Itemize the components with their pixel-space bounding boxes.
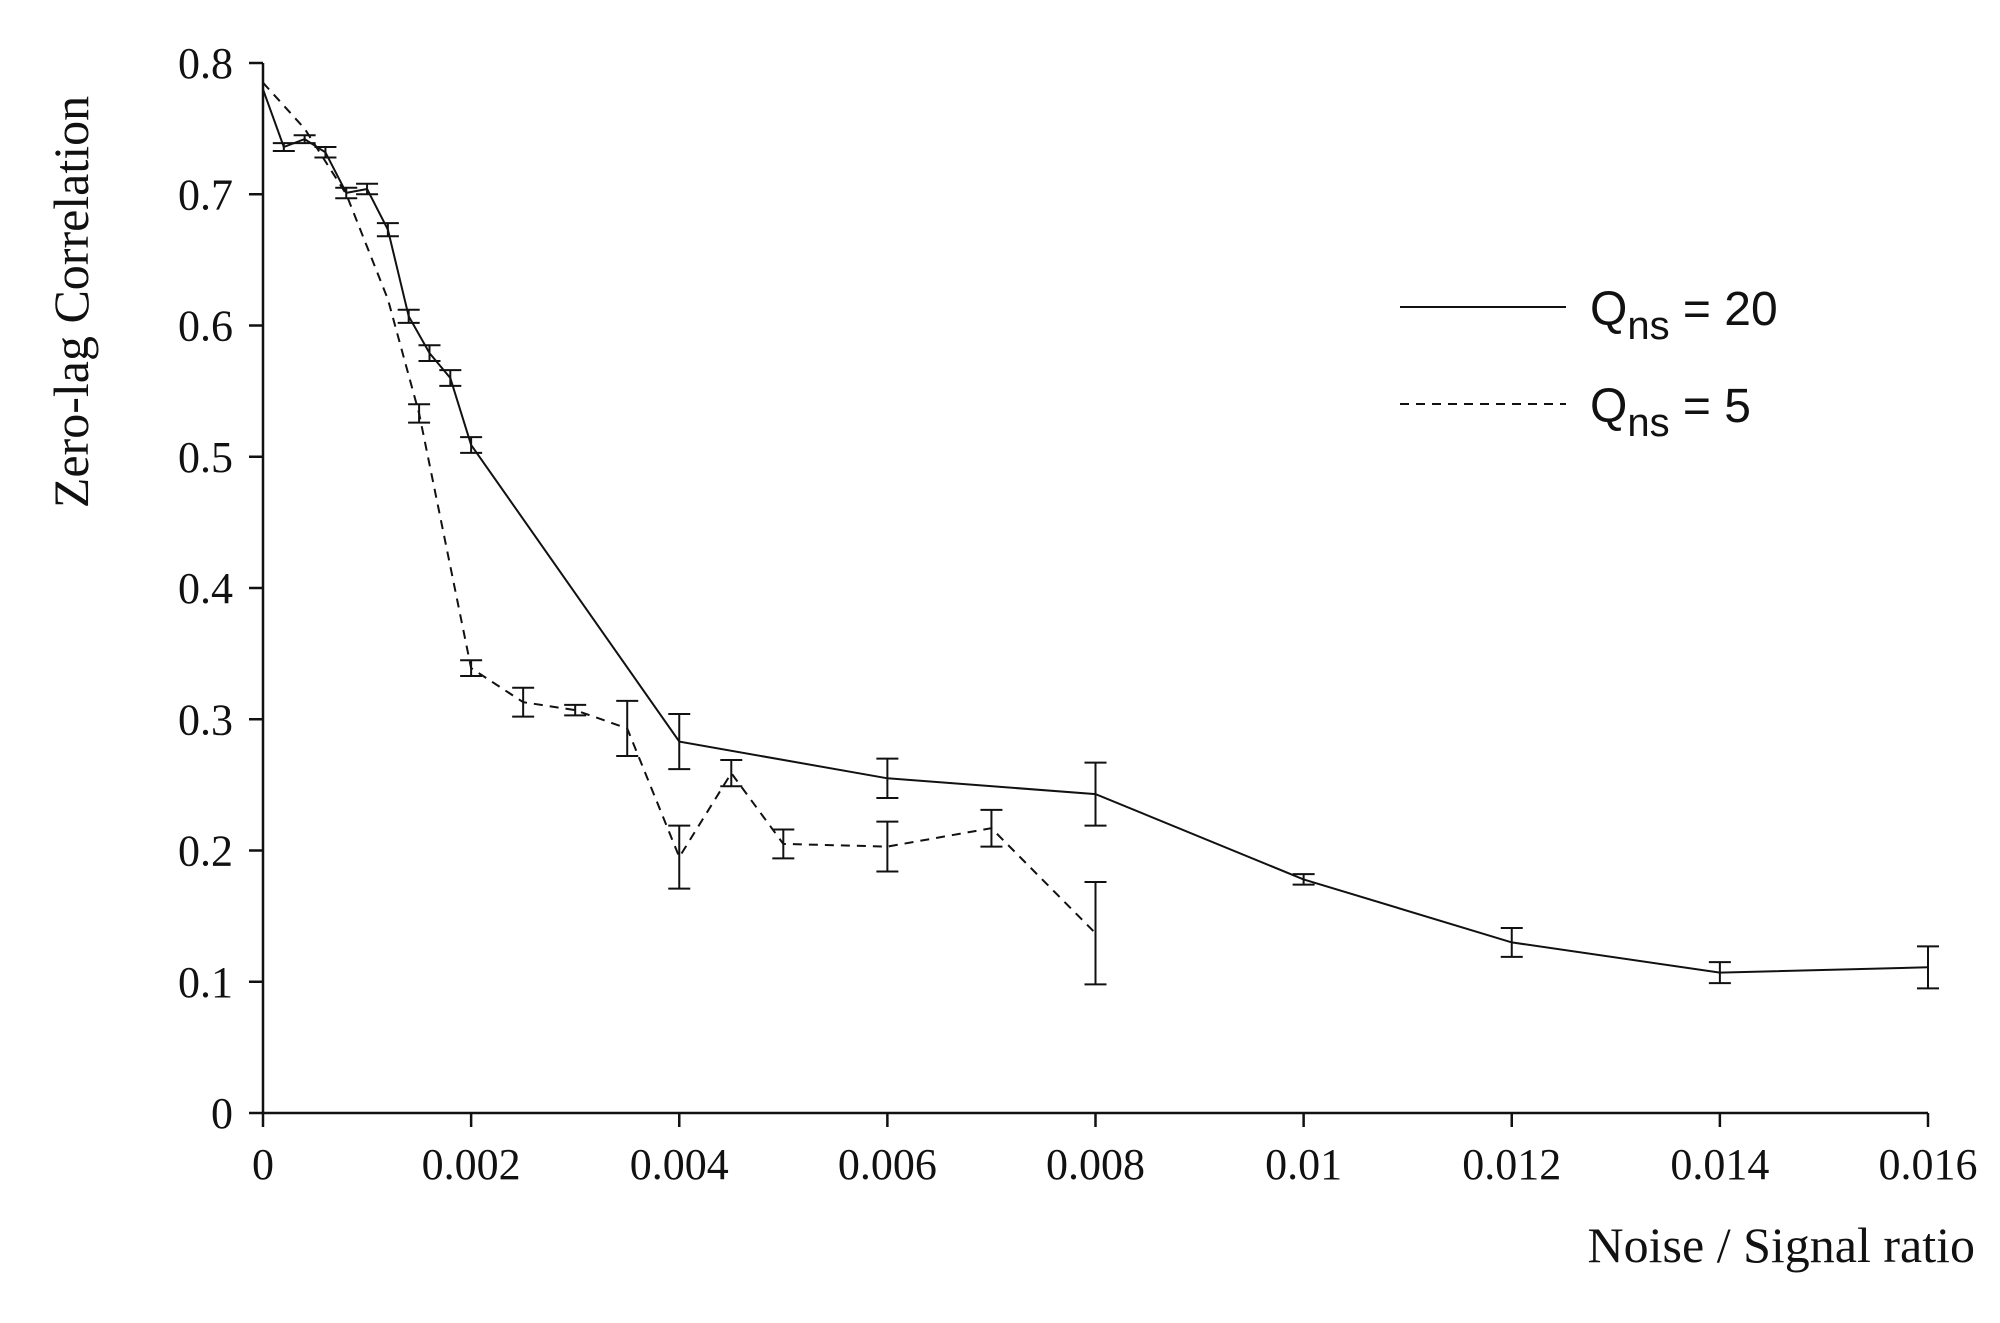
legend-label-qns-20: Qns = 20 (1590, 283, 1778, 348)
error-bar (356, 182, 379, 196)
y-tick-label: 0.1 (178, 958, 233, 1007)
y-axis-label: Zero-lag Correlation (43, 96, 99, 508)
x-axis-label: Noise / Signal ratio (1588, 1217, 1975, 1273)
error-bar (1917, 945, 1939, 990)
x-tick-label: 0.002 (422, 1140, 521, 1189)
legend-label-qns-5-sub: ns (1627, 401, 1669, 445)
y-tick-label: 0.4 (178, 564, 233, 613)
legend-label-qns-5-main: Q (1590, 380, 1627, 433)
y-tick-label: 0.8 (178, 39, 233, 88)
x-tick-label: 0.004 (630, 1140, 729, 1189)
y-tick-label: 0.6 (178, 302, 233, 351)
error-bar (512, 686, 535, 718)
legend: Qns = 20 Qns = 5 (1400, 283, 1778, 445)
error-bar (1084, 761, 1107, 827)
error-bar (397, 308, 420, 324)
error-bar (460, 436, 483, 454)
x-tick-label: 0 (252, 1140, 274, 1189)
x-tick-label: 0.016 (1879, 1140, 1978, 1189)
y-tick-label: 0 (211, 1089, 233, 1138)
error-bar (876, 820, 899, 873)
error-bar (418, 344, 441, 362)
error-bar (439, 369, 462, 387)
x-tick-label: 0.01 (1265, 1140, 1342, 1189)
error-bar (376, 222, 399, 238)
legend-label-qns-20-sub: ns (1627, 304, 1669, 348)
series-line-1 (262, 82, 1097, 934)
y-tick-label: 0.2 (178, 827, 233, 876)
error-bar (408, 403, 431, 424)
y-tick-label: 0.7 (178, 170, 233, 219)
error-bar (272, 142, 295, 152)
error-bar (1084, 881, 1107, 986)
x-tick-label: 0.008 (1046, 1140, 1145, 1189)
y-tick-label: 0.5 (178, 433, 233, 482)
x-tick-label: 0.012 (1462, 1140, 1561, 1189)
error-bar (876, 757, 899, 799)
error-bar (314, 146, 337, 159)
x-axis-ticks: 0 0.002 0.004 0.006 0.008 0.01 0.012 0.014 0.016 (252, 1113, 1978, 1189)
legend-label-qns-5-rest: = 5 (1670, 380, 1751, 433)
errorbar-layer (272, 134, 1939, 990)
error-bar (720, 758, 743, 788)
error-bar (668, 713, 691, 771)
legend-label-qns-20-main: Q (1590, 283, 1627, 336)
y-axis-ticks: 0 0.1 0.2 0.3 0.4 0.5 0.6 0.7 0.8 (178, 39, 263, 1138)
legend-label-qns-20-rest: = 20 (1670, 283, 1778, 336)
error-bar (772, 828, 795, 860)
series-layer (262, 82, 1929, 974)
error-bar (564, 703, 587, 717)
legend-label-qns-5: Qns = 5 (1590, 380, 1751, 445)
x-tick-label: 0.006 (838, 1140, 937, 1189)
x-tick-label: 0.014 (1670, 1140, 1769, 1189)
error-bar (980, 808, 1003, 848)
series-line-0 (262, 88, 1929, 974)
error-bar (668, 824, 691, 890)
error-bar (1500, 926, 1523, 958)
error-bar (1292, 873, 1315, 886)
error-bar (616, 699, 639, 757)
y-tick-label: 0.3 (178, 695, 233, 744)
error-bar (460, 659, 483, 677)
error-bar (293, 134, 316, 145)
error-bar (335, 186, 358, 200)
error-bar (1708, 961, 1731, 985)
